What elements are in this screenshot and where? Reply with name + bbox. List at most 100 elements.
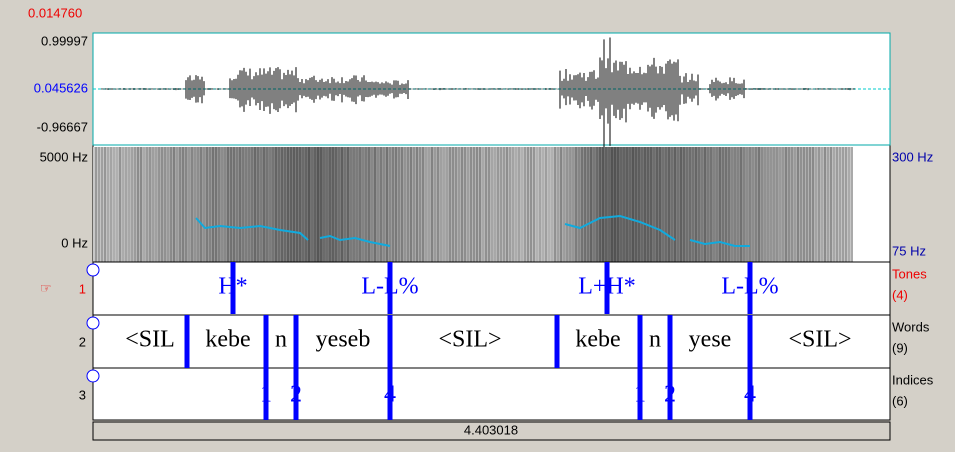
freq-bottom: 0 Hz (61, 235, 88, 250)
spec-stripe (347, 147, 349, 262)
spec-stripe (308, 147, 310, 262)
spec-stripe (236, 147, 238, 262)
spec-stripe (647, 147, 649, 262)
spec-stripe (530, 147, 532, 262)
spec-stripe (197, 147, 199, 262)
spec-stripe (416, 147, 418, 262)
spec-stripe (257, 147, 259, 262)
spec-stripe (527, 147, 529, 262)
spec-stripe (710, 147, 712, 262)
spec-stripe (707, 147, 709, 262)
spec-stripe (158, 147, 160, 262)
spec-stripe (215, 147, 217, 262)
pitch-top: 300 Hz (892, 149, 933, 164)
spec-stripe (812, 147, 814, 262)
spec-stripe (422, 147, 424, 262)
spec-stripe (440, 147, 442, 262)
spec-stripe (290, 147, 292, 262)
spec-stripe (794, 147, 796, 262)
spec-stripe (737, 147, 739, 262)
amp-mid: 0.045626 (34, 80, 88, 95)
spec-stripe (797, 147, 799, 262)
spec-stripe (392, 147, 394, 262)
spec-stripe (368, 147, 370, 262)
spec-stripe (830, 147, 832, 262)
spec-stripe (209, 147, 211, 262)
spec-stripe (293, 147, 295, 262)
spec-stripe (818, 147, 820, 262)
spec-stripe (296, 147, 298, 262)
spec-stripe (170, 147, 172, 262)
spec-stripe (782, 147, 784, 262)
spec-stripe (230, 147, 232, 262)
spec-stripe (173, 147, 175, 262)
spec-stripe (578, 147, 580, 262)
spec-stripe (254, 147, 256, 262)
spec-stripe (626, 147, 628, 262)
tier-number: 3 (79, 387, 86, 402)
spec-stripe (179, 147, 181, 262)
spec-stripe (680, 147, 682, 262)
index-label: 2 (290, 382, 302, 408)
pitch-bottom: 75 Hz (892, 243, 926, 258)
spec-stripe (551, 147, 553, 262)
spec-stripe (593, 147, 595, 262)
spec-stripe (362, 147, 364, 262)
spec-stripe (449, 147, 451, 262)
spec-stripe (677, 147, 679, 262)
spec-stripe (302, 147, 304, 262)
spec-stripe (206, 147, 208, 262)
index-label: 4 (744, 382, 756, 408)
spec-stripe (287, 147, 289, 262)
amp-max: 0.99997 (41, 33, 88, 48)
spec-stripe (182, 147, 184, 262)
spec-stripe (110, 147, 112, 262)
spec-stripe (671, 147, 673, 262)
spec-stripe (167, 147, 169, 262)
spec-stripe (602, 147, 604, 262)
praat-window: 0.014760 0.99997 0.045626 -0.96667 5000 … (0, 0, 955, 447)
spec-stripe (113, 147, 115, 262)
spec-stripe (509, 147, 511, 262)
tier-name: Tones (892, 266, 927, 281)
spec-stripe (458, 147, 460, 262)
spec-stripe (425, 147, 427, 262)
spec-stripe (482, 147, 484, 262)
spec-stripe (563, 147, 565, 262)
tier-count: (6) (892, 393, 908, 408)
spec-stripe (800, 147, 802, 262)
spec-stripe (107, 147, 109, 262)
spec-stripe (539, 147, 541, 262)
spec-stripe (518, 147, 520, 262)
spec-stripe (599, 147, 601, 262)
spec-stripe (311, 147, 313, 262)
spec-stripe (686, 147, 688, 262)
spec-stripe (572, 147, 574, 262)
spec-stripe (524, 147, 526, 262)
spec-stripe (590, 147, 592, 262)
tier-number: 2 (79, 334, 86, 349)
word-label: n (649, 327, 661, 353)
spec-stripe (185, 147, 187, 262)
spec-stripe (305, 147, 307, 262)
spec-stripe (500, 147, 502, 262)
freq-top: 5000 Hz (40, 149, 88, 164)
spec-stripe (344, 147, 346, 262)
spec-stripe (227, 147, 229, 262)
spec-stripe (554, 147, 556, 262)
tier-name: Indices (892, 372, 934, 387)
spec-stripe (452, 147, 454, 262)
spec-stripe (584, 147, 586, 262)
spec-stripe (443, 147, 445, 262)
spec-stripe (497, 147, 499, 262)
spec-stripe (548, 147, 550, 262)
spec-stripe (656, 147, 658, 262)
spec-stripe (557, 147, 559, 262)
spec-stripe (404, 147, 406, 262)
spec-stripe (269, 147, 271, 262)
spec-stripe (842, 147, 844, 262)
spec-stripe (776, 147, 778, 262)
spec-stripe (464, 147, 466, 262)
spec-stripe (650, 147, 652, 262)
spec-stripe (413, 147, 415, 262)
